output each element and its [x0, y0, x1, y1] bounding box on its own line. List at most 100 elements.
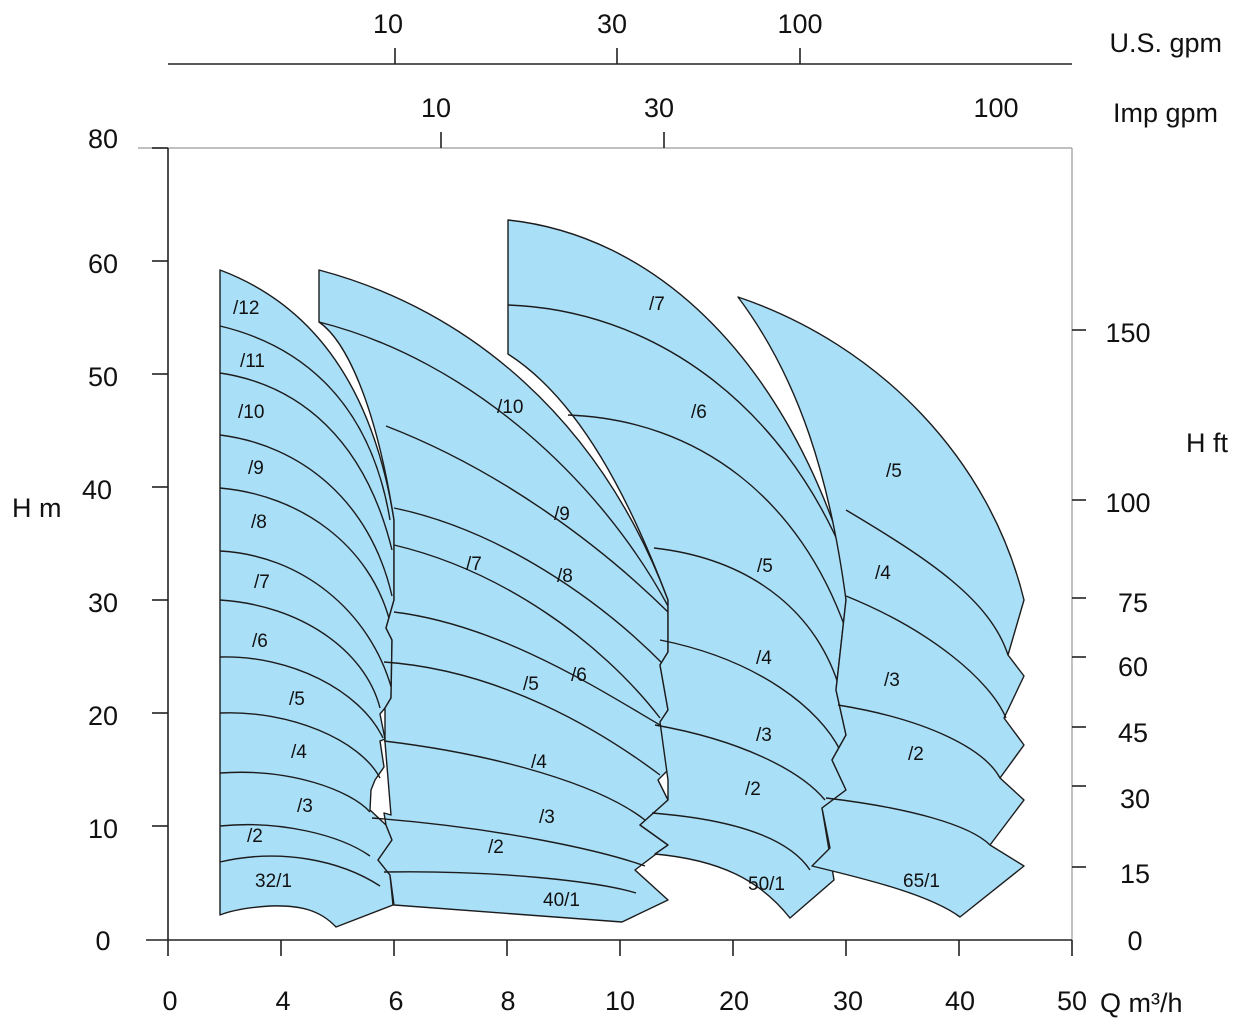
y-left-tick-label: 40	[82, 475, 112, 505]
x-tick-label: 10	[605, 986, 635, 1016]
x-tick-label: 50	[1057, 986, 1087, 1016]
family-32-region	[219, 269, 395, 928]
us-gpm-unit-label: U.S. gpm	[1109, 28, 1222, 58]
stage-label: 32/1	[255, 871, 292, 892]
family-40-stage-curve	[318, 321, 669, 607]
family-65-stage-curve	[845, 509, 1009, 656]
family-32	[219, 269, 395, 928]
family-40	[318, 269, 669, 923]
x-tick-label: 0	[162, 986, 177, 1016]
stage-label: /5	[886, 461, 902, 482]
stage-label: /7	[649, 294, 665, 315]
stage-label: /4	[531, 752, 547, 773]
stage-label: /2	[908, 744, 924, 765]
stage-label: /4	[756, 648, 772, 669]
stage-label: /6	[691, 402, 707, 423]
family-50-stage-curve	[659, 639, 841, 751]
stage-label: /10	[238, 402, 264, 423]
x-axis: 0 4 6 8 10 20 30 40 50 Q m³/h	[162, 940, 1183, 1018]
y-right-tick-label: 0	[1127, 926, 1142, 956]
stage-label: /6	[252, 631, 268, 652]
family-32-stage-curve	[219, 550, 393, 691]
family-32-stage-curve	[219, 372, 393, 551]
imp-gpm-tick-label: 30	[644, 93, 674, 123]
family-50-stage-curve	[567, 414, 847, 631]
y-right-tick-label: 30	[1120, 784, 1150, 814]
y-left-tick-label: 60	[88, 249, 118, 279]
stage-label: /11	[240, 351, 265, 372]
stage-label: /5	[289, 689, 305, 710]
stage-label: /9	[554, 504, 570, 525]
stage-label: 65/1	[903, 871, 940, 892]
stage-label: /3	[539, 807, 555, 828]
stage-label: 50/1	[748, 874, 785, 895]
family-32-stage-curve	[219, 434, 393, 597]
family-32-stage-curve	[219, 823, 371, 857]
stage-label: 40/1	[543, 890, 580, 911]
x-tick-label: 20	[719, 986, 749, 1016]
stage-label: /10	[497, 397, 523, 418]
y-right-tick-label: 60	[1118, 652, 1148, 682]
family-50-stage-curve	[651, 812, 811, 871]
family-40-region	[318, 269, 669, 923]
x-axis-label: Q m³/h	[1100, 988, 1183, 1018]
family-40-stage-curve	[385, 425, 669, 613]
family-32-stage-curve	[219, 656, 384, 739]
us-gpm-tick-label: 10	[373, 9, 403, 39]
x-tick-label: 4	[275, 986, 290, 1016]
y-left-tick-label: 30	[88, 588, 118, 618]
family-50-stage-curve	[507, 304, 847, 561]
family-50-region	[507, 219, 847, 919]
stage-label: /3	[756, 725, 772, 746]
stage-label: /4	[291, 742, 307, 763]
stage-label: /7	[254, 572, 270, 593]
family-40-stage-curve	[393, 544, 661, 719]
family-32-stage-curve	[219, 771, 371, 813]
y-left-tick-label: 50	[88, 362, 118, 392]
stage-label: /2	[488, 837, 504, 858]
stage-label: /5	[757, 556, 773, 577]
y-right-tick-label: 100	[1105, 488, 1150, 518]
stage-label: /2	[247, 826, 263, 847]
stage-label: /9	[248, 458, 264, 479]
family-32-stage-curve	[219, 855, 381, 887]
imp-gpm-unit-label: Imp gpm	[1113, 98, 1218, 128]
x-tick-label: 40	[945, 986, 975, 1016]
stage-label: /3	[297, 796, 313, 817]
y-left-tick-label: 10	[88, 814, 118, 844]
stage-label: /2	[745, 779, 761, 800]
stage-label: /5	[523, 674, 539, 695]
us-gpm-tick-label: 100	[777, 9, 822, 39]
y-left-tick-label: 0	[95, 926, 110, 956]
stage-label: /8	[251, 512, 267, 533]
family-40-stage-curve	[393, 611, 661, 726]
family-32-stage-curve	[219, 325, 391, 521]
x-tick-label: 30	[833, 986, 863, 1016]
y-left-axis: 0 10 20 30 40 50 60 80 H m	[12, 124, 168, 956]
family-65-region	[737, 296, 1025, 918]
y-right-tick-label: 45	[1118, 718, 1148, 748]
stage-label: /8	[557, 566, 573, 587]
x-tick-label: 8	[500, 986, 515, 1016]
family-50	[507, 219, 847, 919]
us-gpm-tick-label: 30	[597, 9, 627, 39]
family-65-stage-curve	[845, 595, 1007, 719]
imp-gpm-axis: 10 30 100 Imp gpm	[138, 93, 1218, 149]
stage-label: /3	[884, 670, 900, 691]
family-40-stage-curve	[383, 740, 646, 821]
x-tick-label: 6	[388, 986, 403, 1016]
y-left-axis-label: H m	[12, 493, 62, 523]
y-right-tick-label: 15	[1120, 859, 1150, 889]
y-right-axis-label: H ft	[1186, 428, 1229, 458]
family-32-stage-curve	[219, 487, 391, 623]
family-40-stage-curve	[393, 507, 665, 666]
family-40-stage-curve	[383, 871, 637, 894]
stage-label: /12	[233, 298, 259, 319]
stage-label: /7	[466, 554, 482, 575]
family-32-stage-curve	[219, 599, 381, 709]
stage-label: /4	[875, 563, 891, 584]
family-50-stage-curve	[654, 724, 826, 801]
y-left-tick-label: 20	[88, 701, 118, 731]
family-50-stage-curve	[653, 547, 841, 691]
